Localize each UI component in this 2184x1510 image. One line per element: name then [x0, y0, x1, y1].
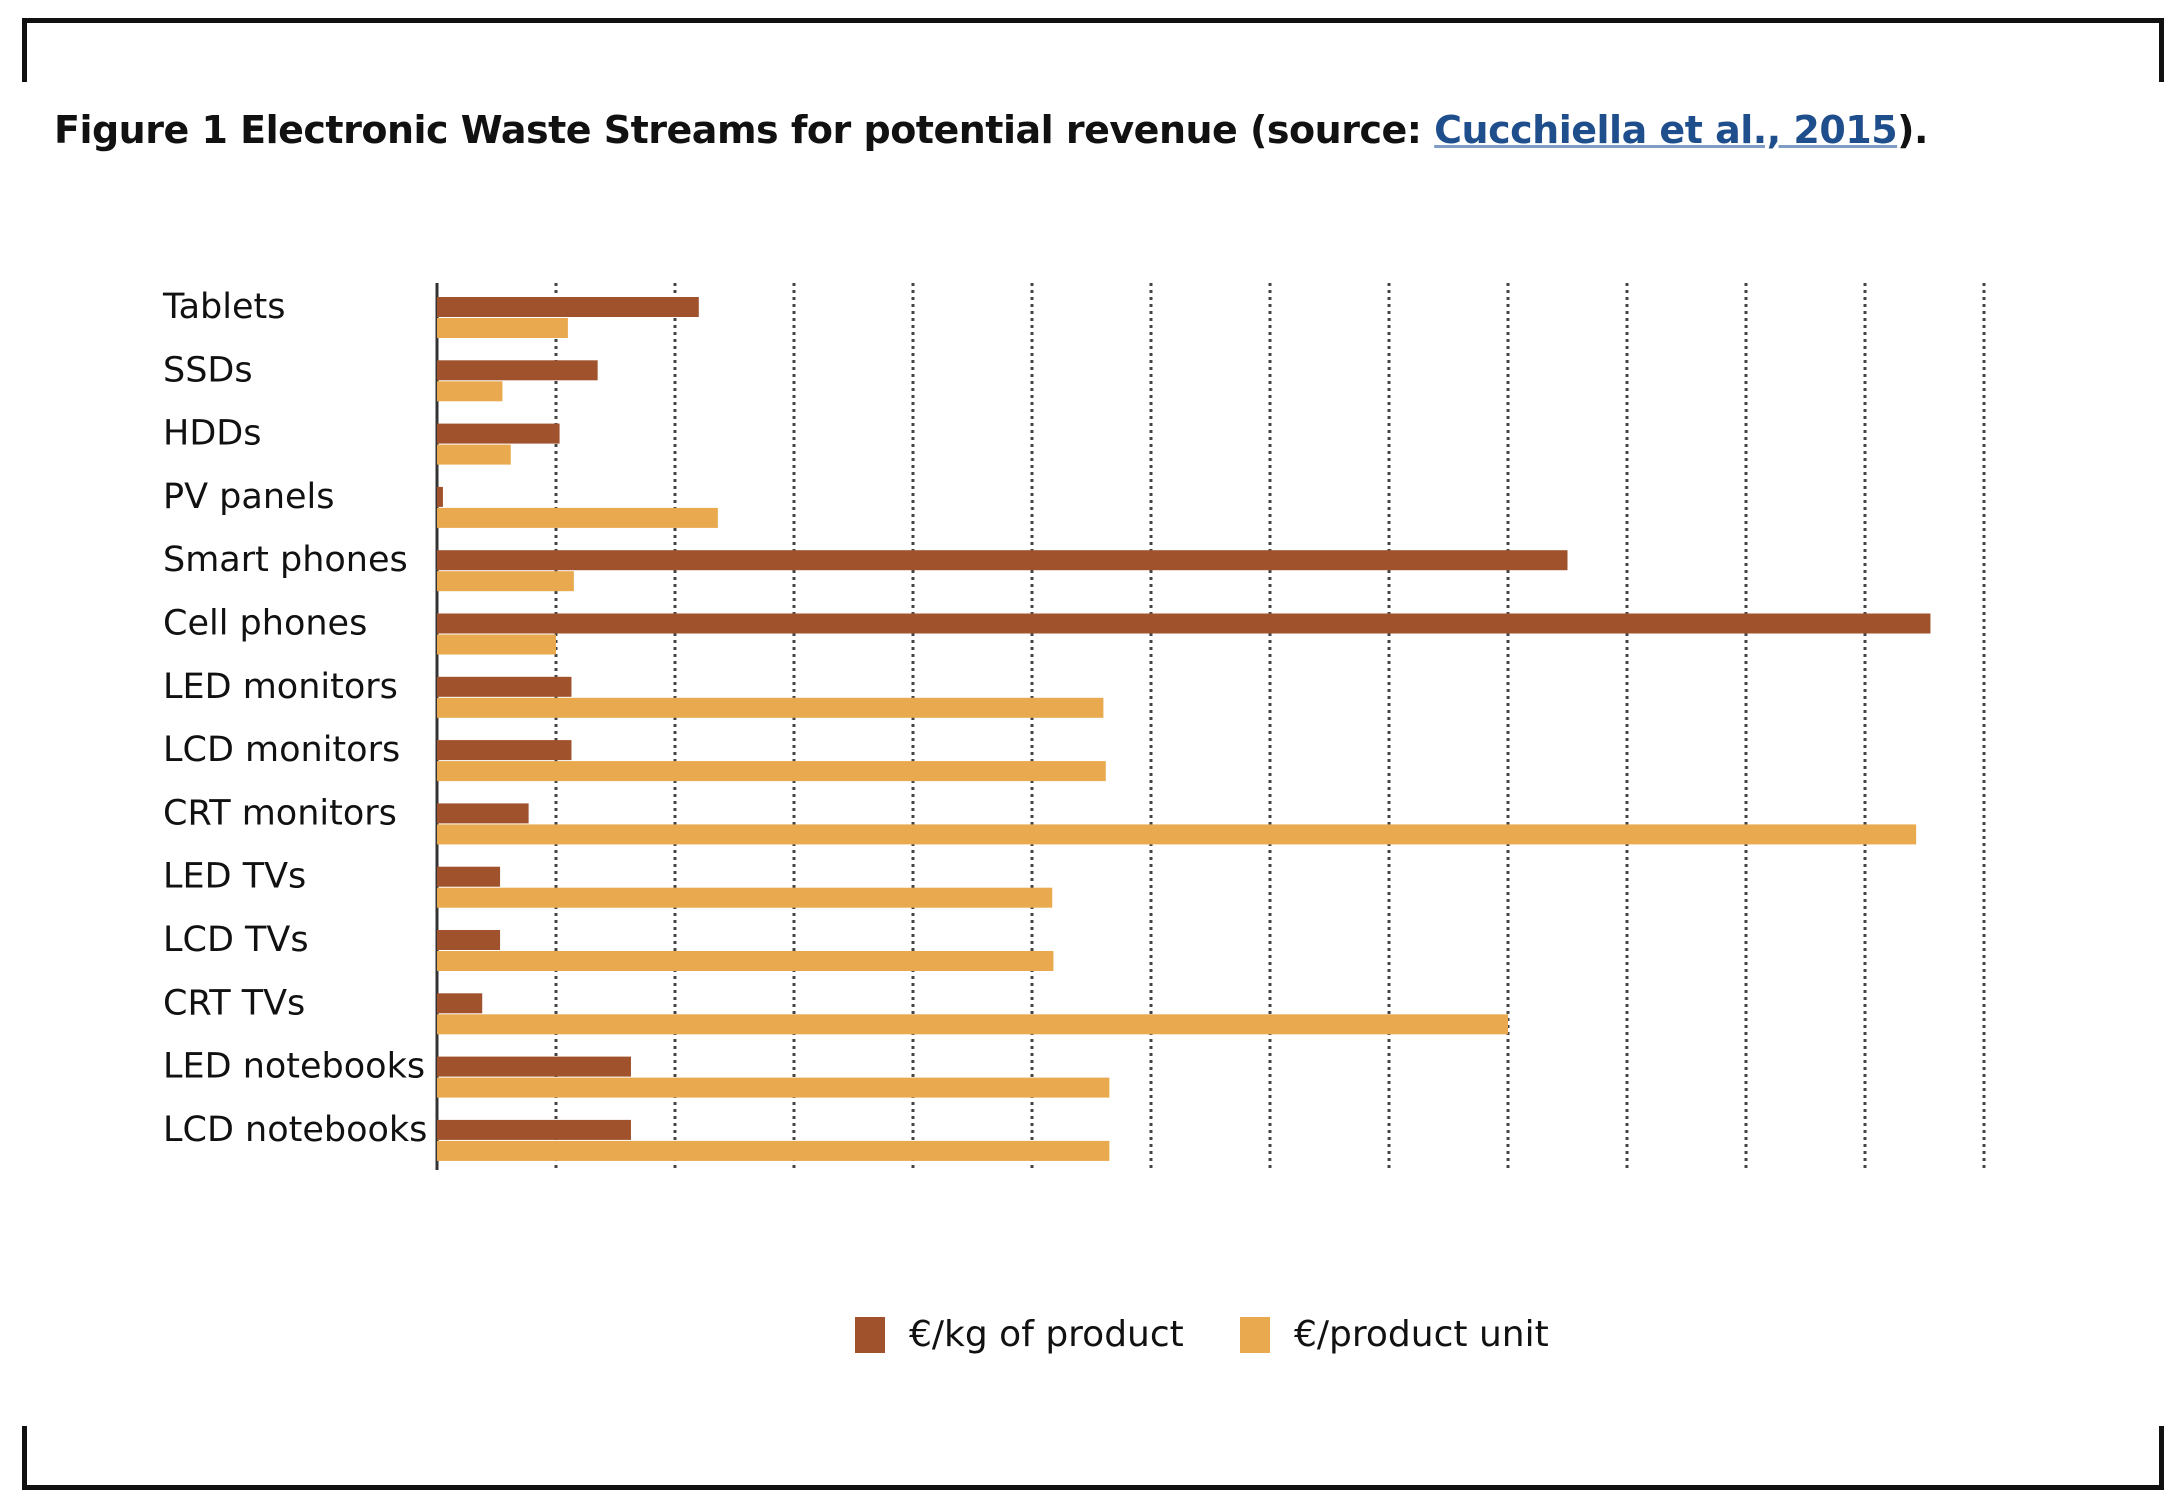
bar-per-kg [437, 550, 1568, 571]
category-label: LCD notebooks [163, 1110, 427, 1150]
category-label: HDDs [163, 414, 261, 454]
bar-per-kg [437, 297, 699, 317]
bar-per-unit [437, 634, 556, 655]
bar-per-kg [437, 1056, 631, 1077]
bar-per-unit [437, 507, 718, 528]
category-label: SSDs [163, 350, 253, 390]
bar-per-kg [437, 676, 572, 697]
legend-swatch-per-kg [855, 1316, 885, 1353]
bar-per-kg [437, 1119, 631, 1140]
category-label: PV panels [163, 477, 335, 517]
source-link[interactable]: Cucchiella et al., 2015 [1434, 108, 1898, 152]
category-label: Cell phones [163, 604, 367, 644]
bar-per-unit [437, 381, 503, 402]
category-label: Smart phones [163, 540, 408, 580]
caption-suffix: ). [1897, 108, 1928, 152]
bar-per-unit [437, 761, 1106, 782]
legend-item-per-kg: €/kg of product [855, 1314, 1184, 1355]
category-label: LED notebooks [163, 1047, 425, 1087]
bar-per-unit [437, 697, 1104, 718]
category-label: LCD monitors [163, 730, 400, 770]
legend-item-per-unit: €/product unit [1240, 1314, 1549, 1355]
frame-bottom-horizontal [22, 1485, 2164, 1490]
frame-top-left-vertical [22, 18, 27, 82]
bar-per-unit [437, 951, 1054, 971]
category-label: CRT monitors [163, 793, 397, 833]
bar-per-unit [437, 1014, 1508, 1035]
bar-per-kg [437, 740, 572, 761]
bar-per-unit [437, 444, 511, 465]
bar-per-kg [437, 423, 560, 444]
caption-prefix: Figure 1 Electronic Waste Streams for po… [54, 108, 1435, 152]
category-label: Tablets [162, 287, 285, 327]
bar-per-kg [437, 613, 1931, 634]
legend-swatch-per-unit [1240, 1316, 1270, 1353]
bar-per-unit [437, 1140, 1110, 1161]
figure-caption: Figure 1 Electronic Waste Streams for po… [54, 108, 1928, 152]
frame-top-horizontal [22, 18, 2164, 23]
frame-bottom-left-vertical [22, 1426, 27, 1490]
category-label: LED TVs [163, 857, 306, 897]
category-label: LED monitors [163, 667, 398, 707]
bar-per-unit [437, 318, 568, 338]
bar-per-unit [437, 824, 1917, 845]
legend-label-per-kg: €/kg of product [909, 1314, 1184, 1355]
bar-per-unit [437, 1077, 1110, 1098]
bar-per-kg [437, 866, 501, 887]
chart-legend: €/kg of product €/product unit [0, 1314, 2184, 1364]
frame-bottom-right-vertical [2159, 1426, 2164, 1490]
bar-per-kg [437, 360, 598, 381]
legend-label-per-unit: €/product unit [1294, 1314, 1549, 1355]
bar-per-kg [437, 993, 483, 1014]
category-label: LCD TVs [163, 920, 309, 960]
bar-per-kg [437, 803, 529, 824]
frame-top-right-vertical [2159, 18, 2164, 82]
bar-per-kg [437, 486, 443, 507]
bar-per-unit [437, 571, 574, 592]
category-label: CRT TVs [163, 983, 305, 1023]
bar-per-kg [437, 930, 501, 950]
bar-per-unit [437, 887, 1053, 908]
